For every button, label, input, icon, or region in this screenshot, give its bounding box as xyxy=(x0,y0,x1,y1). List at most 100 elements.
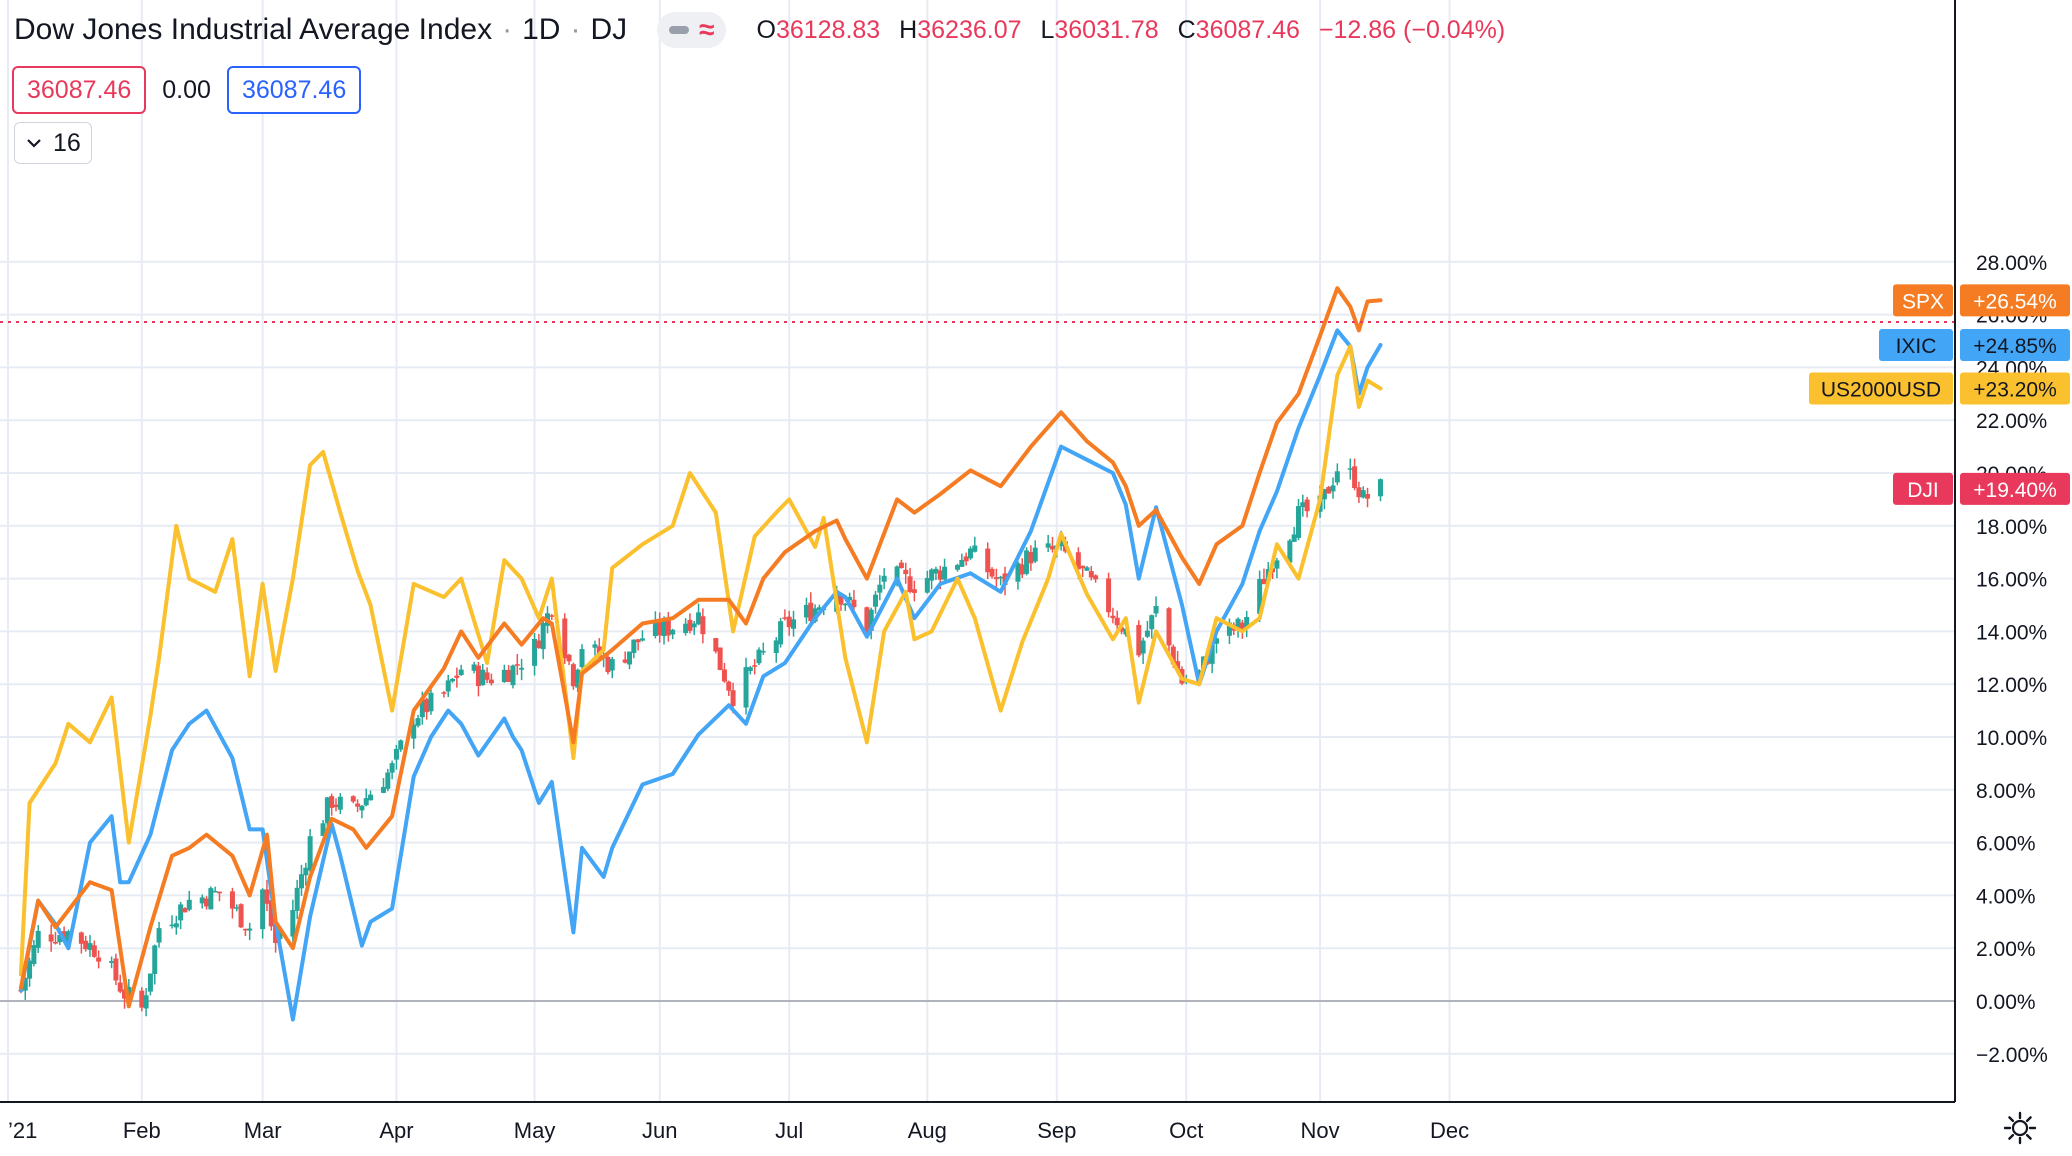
candle-body xyxy=(147,973,153,992)
candle-body xyxy=(182,908,188,913)
comparison-lines xyxy=(18,286,1383,1022)
compare-toggle-pill[interactable]: ≈ xyxy=(657,12,727,48)
candle-body xyxy=(691,623,697,628)
candle-body xyxy=(1239,622,1245,630)
candle-body xyxy=(117,982,123,992)
time-axis: ’21 Feb Mar Apr May Jun Jul Aug Sep Oct Nov Dec xyxy=(8,1118,1469,1143)
candle-body xyxy=(475,665,481,687)
candle-body xyxy=(96,957,102,962)
x-tick-label: Sep xyxy=(1037,1118,1076,1143)
candle-body xyxy=(726,681,732,691)
candle-body xyxy=(91,945,97,957)
candle-body xyxy=(1028,551,1034,564)
series-name-tag[interactable]: DJI xyxy=(1907,479,1939,502)
indicator-count: 16 xyxy=(53,128,81,157)
candle-body xyxy=(942,566,948,580)
candle-body xyxy=(506,669,512,682)
candle-body xyxy=(186,899,192,910)
candle-body xyxy=(359,805,365,811)
candle-body xyxy=(998,576,1004,579)
candle-body xyxy=(1377,479,1383,497)
y-tick-label: −2.00% xyxy=(1976,1044,2048,1067)
candle-body xyxy=(747,667,753,671)
candle-body xyxy=(1024,550,1030,574)
candle-body xyxy=(989,568,995,577)
dash-line-icon[interactable] xyxy=(669,26,690,34)
x-tick-label: Dec xyxy=(1430,1118,1469,1143)
candle-body xyxy=(791,619,797,629)
candle-body xyxy=(31,945,37,964)
candle-body xyxy=(1093,575,1099,580)
candle-body xyxy=(303,867,309,876)
separator-dot: · xyxy=(502,13,513,46)
ohlc-low-key: L xyxy=(1040,15,1055,44)
candle-body xyxy=(955,565,961,570)
candle-body xyxy=(398,740,404,750)
ohlc-high-value: 36236.07 xyxy=(917,15,1022,44)
price-change: −12.86 (−0.04%) xyxy=(1318,15,1506,44)
x-tick-label: Oct xyxy=(1169,1118,1203,1143)
candle-body xyxy=(605,656,611,673)
candle-body xyxy=(320,823,326,836)
series-name-tag[interactable]: IXIC xyxy=(1896,335,1937,358)
candle-body xyxy=(1110,615,1116,619)
last-value-label: +26.54% xyxy=(1973,290,2057,313)
sell-button[interactable]: 36087.46 xyxy=(12,66,147,114)
candle-body xyxy=(868,609,874,631)
candle-body xyxy=(816,607,822,611)
candle-body xyxy=(169,924,175,927)
candle-body xyxy=(894,566,900,580)
candle-body xyxy=(208,888,214,910)
candle-body xyxy=(143,995,149,1009)
candle-body xyxy=(152,945,158,975)
y-tick-label: 4.00% xyxy=(1976,885,2036,908)
buy-button[interactable]: 36087.46 xyxy=(226,66,362,114)
candle-body xyxy=(1015,563,1021,582)
candle-body xyxy=(35,930,41,948)
candle-body xyxy=(1084,567,1090,571)
candle-body xyxy=(1304,499,1310,512)
candle-body xyxy=(903,569,909,575)
candle-body xyxy=(48,934,54,942)
candle-body xyxy=(355,803,361,807)
interval-label[interactable]: 1D xyxy=(522,13,561,46)
candle-body xyxy=(260,889,266,930)
ohlc-open-value: 36128.83 xyxy=(775,15,881,44)
indicators-collapse-button[interactable]: 16 xyxy=(14,122,92,164)
candle-body xyxy=(264,889,270,904)
gear-icon[interactable] xyxy=(2002,1110,2038,1146)
candle-body xyxy=(1196,670,1202,677)
approx-wave-icon[interactable]: ≈ xyxy=(699,14,715,45)
candle-body xyxy=(924,577,930,593)
candle-body xyxy=(1291,534,1297,542)
series-name-tag[interactable]: SPX xyxy=(1902,290,1944,313)
candle-body xyxy=(368,794,374,801)
candle-body xyxy=(199,897,205,904)
symbol-title[interactable]: Dow Jones Industrial Average Index xyxy=(14,13,493,46)
candle-body xyxy=(471,664,477,671)
candle-body xyxy=(441,692,447,694)
candle-body xyxy=(713,638,719,652)
candle-body xyxy=(1287,540,1293,563)
candle-body xyxy=(1175,661,1181,670)
candle-body xyxy=(1106,578,1112,613)
series-line-ixic xyxy=(18,328,1383,1022)
y-tick-label: 6.00% xyxy=(1976,833,2036,856)
candle-body xyxy=(1209,640,1215,664)
series-name-tag-bg xyxy=(1893,472,1953,505)
candle-body xyxy=(782,617,788,619)
chevron-down-icon xyxy=(27,139,41,148)
series-name-tag-bg xyxy=(1879,328,1953,361)
candle-body xyxy=(851,599,857,608)
candle-body xyxy=(1170,646,1176,665)
candle-body xyxy=(1235,618,1241,630)
series-name-tag-bg xyxy=(1809,372,1953,405)
candle-body xyxy=(933,568,939,574)
candle-body xyxy=(1049,545,1055,550)
candle-body xyxy=(1213,638,1219,644)
candle-body xyxy=(242,928,248,931)
candle-body xyxy=(298,874,304,889)
y-tick-label: 0.00% xyxy=(1976,991,2036,1014)
series-name-tag[interactable]: US2000USD xyxy=(1821,379,1941,402)
